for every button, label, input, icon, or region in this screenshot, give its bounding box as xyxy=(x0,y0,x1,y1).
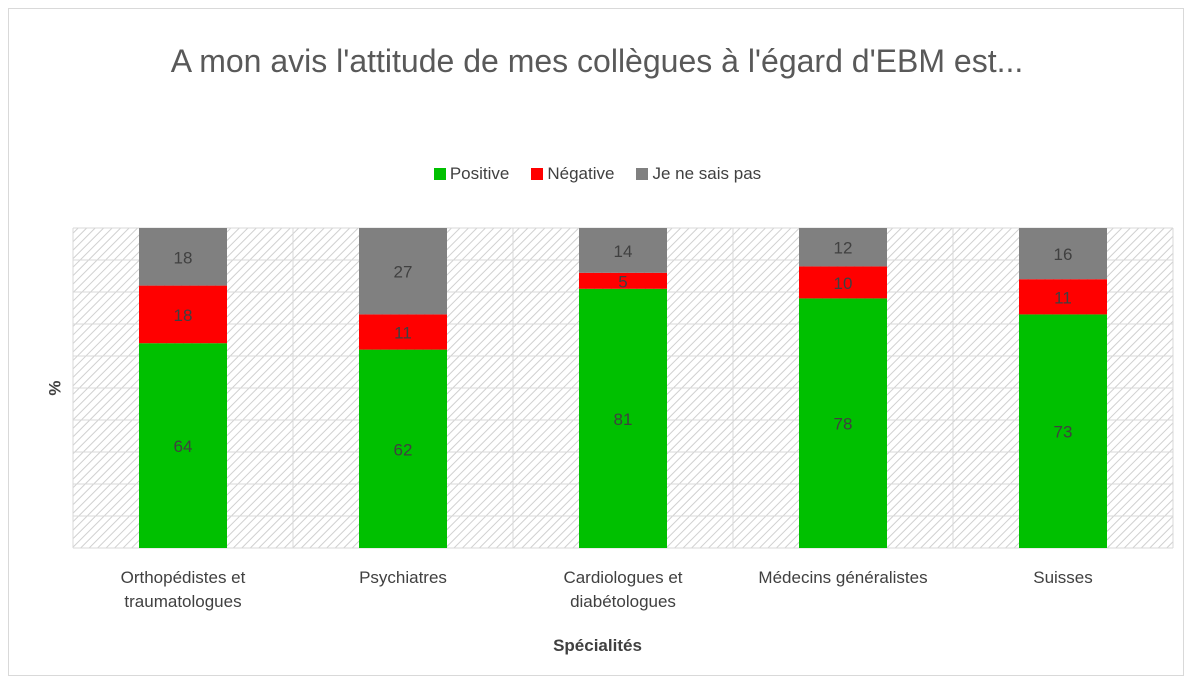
bar-segment xyxy=(359,228,447,315)
bar-segment xyxy=(1019,314,1107,548)
data-label: 11 xyxy=(394,323,412,342)
bar-segment xyxy=(799,298,887,548)
legend-item: Négative xyxy=(531,164,614,184)
legend-label: Positive xyxy=(449,164,510,183)
legend-label: Je ne sais pas xyxy=(652,164,762,183)
legend: Positive Négative Je ne sais pas xyxy=(0,164,1195,184)
data-label: 11 xyxy=(1054,288,1072,307)
data-label: 64 xyxy=(174,437,193,456)
x-tick-label: Cardiologues et diabétologues xyxy=(563,568,683,611)
data-label: 62 xyxy=(394,440,413,459)
bar-segment xyxy=(579,288,667,548)
x-axis-label: Spécialités xyxy=(553,636,642,655)
data-label: 16 xyxy=(1054,245,1073,264)
bar-segment xyxy=(139,343,227,548)
legend-label: Négative xyxy=(547,164,615,183)
x-tick-label: Psychiatres xyxy=(359,568,447,587)
bar-segment xyxy=(799,266,887,299)
data-label: 18 xyxy=(174,248,193,267)
data-label: 14 xyxy=(614,242,633,261)
data-label: 5 xyxy=(618,272,627,291)
data-label: 12 xyxy=(834,239,853,258)
bar-segment xyxy=(579,228,667,273)
bar-segment xyxy=(139,228,227,286)
data-label: 81 xyxy=(614,410,633,429)
chart-frame xyxy=(8,8,1184,676)
data-label: 10 xyxy=(834,274,853,293)
chart-title: A mon avis l'attitude de mes collègues à… xyxy=(170,43,1024,79)
data-label: 27 xyxy=(394,263,413,282)
legend-item: Je ne sais pas xyxy=(636,164,761,184)
legend-swatch xyxy=(433,168,446,180)
bar-segment xyxy=(799,228,887,267)
bar-segment xyxy=(359,314,447,350)
x-tick-label: Orthopédistes et traumatologues xyxy=(120,568,246,611)
bar-segment xyxy=(579,272,667,289)
bar-segment xyxy=(139,285,227,344)
bar-segment xyxy=(359,349,447,548)
legend-swatch xyxy=(636,168,649,180)
y-axis-label: % xyxy=(45,380,64,395)
bar-segment xyxy=(1019,279,1107,315)
x-tick-label: Médecins généralistes xyxy=(758,568,928,587)
legend-item: Positive xyxy=(433,164,510,184)
data-label: 78 xyxy=(834,415,853,434)
legend-swatch xyxy=(531,168,544,180)
bar-segment xyxy=(1019,228,1107,280)
data-label: 18 xyxy=(174,306,193,325)
data-label: 73 xyxy=(1054,423,1073,442)
x-tick-label: Suisses xyxy=(1033,568,1093,587)
